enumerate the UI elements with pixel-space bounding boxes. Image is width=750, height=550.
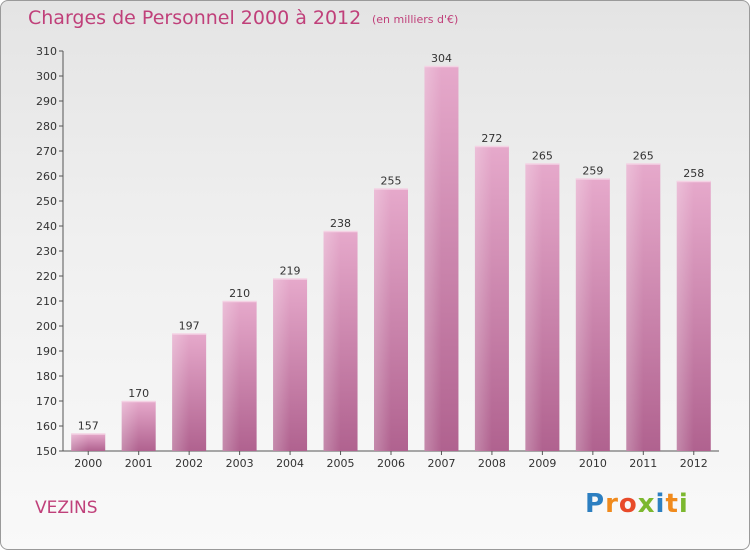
y-tick-label: 150 [36, 445, 57, 458]
y-tick-label: 170 [36, 395, 57, 408]
y-tick-label: 210 [36, 295, 57, 308]
y-tick-label: 290 [36, 95, 57, 108]
value-label: 197 [179, 320, 200, 333]
x-tick-label: 2005 [327, 457, 355, 470]
x-tick-label: 2001 [125, 457, 153, 470]
logo-letter: i [655, 489, 666, 519]
bar-highlight [474, 146, 492, 451]
proxiti-logo: Proxiti [585, 489, 689, 519]
y-tick-label: 180 [36, 370, 57, 383]
x-tick-label: 2008 [478, 457, 506, 470]
value-label: 170 [128, 387, 149, 400]
bar-highlight [273, 278, 291, 451]
value-label: 265 [633, 150, 654, 163]
y-tick-label: 240 [36, 220, 57, 233]
logo-letter: i [678, 489, 689, 519]
logo-letter: r [605, 489, 619, 519]
chart-subtitle: (en milliers d'€) [372, 13, 459, 26]
x-tick-label: 2010 [579, 457, 607, 470]
logo-letter: o [618, 489, 638, 519]
x-tick-label: 2007 [427, 457, 455, 470]
y-tick-label: 220 [36, 270, 57, 283]
value-label: 304 [431, 52, 452, 65]
bar-highlight [575, 178, 593, 451]
y-tick-label: 260 [36, 170, 57, 183]
x-tick-label: 2003 [226, 457, 254, 470]
place-name: VEZINS [35, 498, 98, 518]
bar-highlight [71, 433, 89, 451]
y-tick-label: 190 [36, 345, 57, 358]
logo-letter: x [637, 489, 656, 519]
y-tick-label: 310 [36, 45, 57, 58]
y-tick-label: 230 [36, 245, 57, 258]
chart-title: Charges de Personnel 2000 à 2012 [28, 7, 362, 29]
value-label: 157 [78, 420, 99, 433]
y-tick-label: 160 [36, 420, 57, 433]
value-labels: 157 170 197 210 219 238 255 304 272 265 259 265 258 [78, 52, 705, 433]
y-tick-label: 200 [36, 320, 57, 333]
y-tick-label: 250 [36, 195, 57, 208]
value-label: 259 [582, 165, 603, 178]
y-tick-label: 300 [36, 70, 57, 83]
x-tick-label: 2011 [629, 457, 657, 470]
x-tick-label: 2006 [377, 457, 405, 470]
value-label: 272 [481, 132, 502, 145]
bar-highlight [323, 231, 341, 451]
bar-highlight [626, 163, 644, 451]
bar-highlight [172, 333, 190, 451]
y-tick-label: 280 [36, 120, 57, 133]
x-tick-label: 2009 [528, 457, 556, 470]
x-tick-label: 2002 [175, 457, 203, 470]
y-tick-label: 270 [36, 145, 57, 158]
bar-highlight [676, 181, 694, 451]
bar-highlight [374, 188, 391, 451]
value-label: 210 [229, 287, 250, 300]
x-tick-label: 2004 [276, 457, 304, 470]
x-tick-label: 2000 [74, 457, 102, 470]
value-label: 219 [280, 265, 301, 278]
value-label: 258 [683, 167, 704, 180]
x-tick-label: 2012 [680, 457, 708, 470]
logo-letter: t [665, 489, 679, 519]
bar-highlight [525, 163, 543, 451]
bar-highlight [121, 401, 139, 451]
value-label: 265 [532, 150, 553, 163]
bars [71, 65, 711, 451]
bar-highlight [222, 301, 240, 451]
bar-highlight [424, 66, 442, 451]
value-label: 238 [330, 217, 351, 230]
logo-letter: P [585, 489, 606, 519]
value-label: 255 [381, 175, 402, 188]
